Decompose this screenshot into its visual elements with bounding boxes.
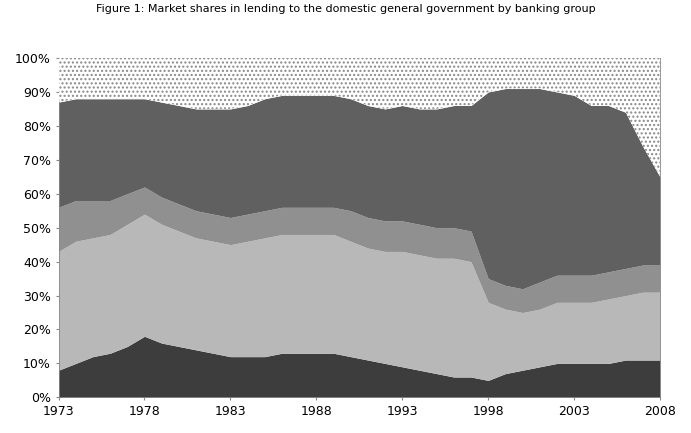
Polygon shape xyxy=(59,58,660,177)
Text: Figure 1: Market shares in lending to the domestic general government by banking: Figure 1: Market shares in lending to th… xyxy=(95,4,596,14)
